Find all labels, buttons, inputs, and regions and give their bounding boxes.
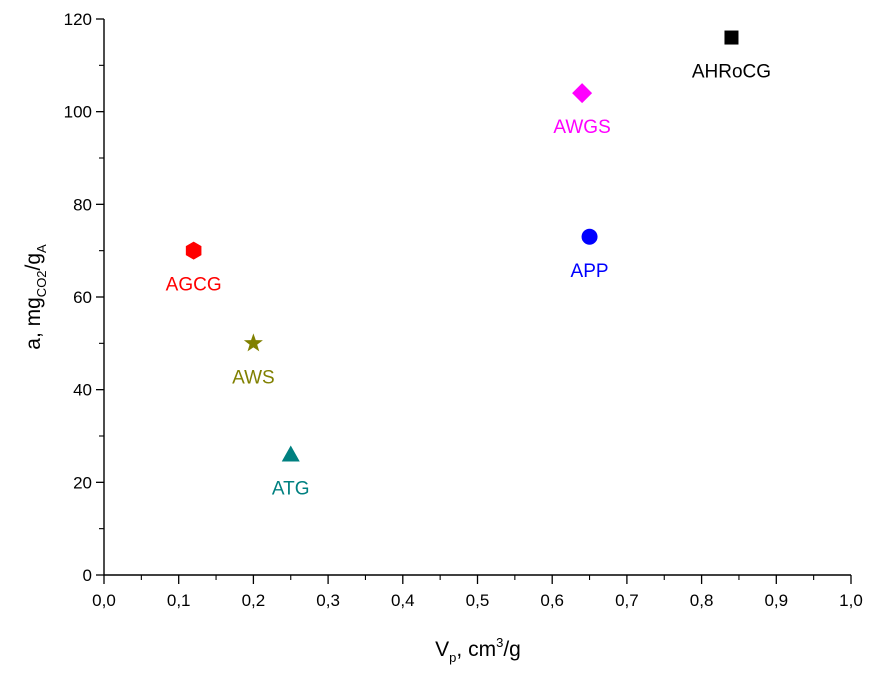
point-aws-marker <box>243 333 263 352</box>
y-tick-label: 60 <box>73 288 92 307</box>
x-tick-label: 0,6 <box>540 591 564 610</box>
y-axis-ticks: 0 20 40 60 80 100 120 <box>64 10 104 585</box>
point-label: AWGS <box>553 117 610 138</box>
y-tick-label: 100 <box>64 103 92 122</box>
point-label: AWS <box>232 367 275 388</box>
y-tick-label: 0 <box>83 566 92 585</box>
x-tick-label: 0,0 <box>92 591 116 610</box>
y-tick-label: 120 <box>64 10 92 29</box>
y-tick-label: 80 <box>73 195 92 214</box>
point-atg-marker <box>281 445 300 462</box>
point-app-marker <box>581 228 598 245</box>
x-tick-label: 0,5 <box>466 591 490 610</box>
point-agcg-marker <box>185 241 202 260</box>
point-label: APP <box>571 261 609 282</box>
x-tick-label: 0,9 <box>764 591 788 610</box>
point-label: ATG <box>272 479 310 500</box>
point-awgs-marker <box>572 83 593 104</box>
x-tick-label: 0,8 <box>690 591 714 610</box>
x-tick-label: 0,4 <box>391 591 415 610</box>
axes <box>103 19 851 576</box>
x-tick-label: 0,1 <box>167 591 191 610</box>
point-ahrocg-marker <box>724 30 739 45</box>
data-point-aws: AWS <box>232 333 275 388</box>
x-axis-title: Vp, cm3/g <box>435 635 521 665</box>
data-point-ahrocg: AHRoCG <box>692 30 771 83</box>
data-points: AGCG AWS ATG AWGS APP AHRoCG <box>166 30 771 500</box>
y-tick-label: 20 <box>73 473 92 492</box>
axis-lines <box>103 19 851 576</box>
data-point-atg: ATG <box>272 445 310 500</box>
x-tick-label: 0,3 <box>316 591 340 610</box>
point-label: AGCG <box>166 275 222 296</box>
data-point-agcg: AGCG <box>166 241 222 296</box>
x-tick-label: 0,2 <box>242 591 266 610</box>
data-point-awgs: AWGS <box>553 83 611 138</box>
point-label: AHRoCG <box>692 62 771 83</box>
x-axis-ticks: 0,0 0,1 0,2 0,3 0,4 0,5 0,6 0,7 0,8 0,9 1,0 <box>92 575 863 610</box>
y-axis-title: a, mgCO2/gA <box>22 244 49 350</box>
x-tick-label: 0,7 <box>615 591 639 610</box>
x-tick-label: 1,0 <box>839 591 863 610</box>
data-point-app: APP <box>571 228 609 282</box>
y-tick-label: 40 <box>73 381 92 400</box>
